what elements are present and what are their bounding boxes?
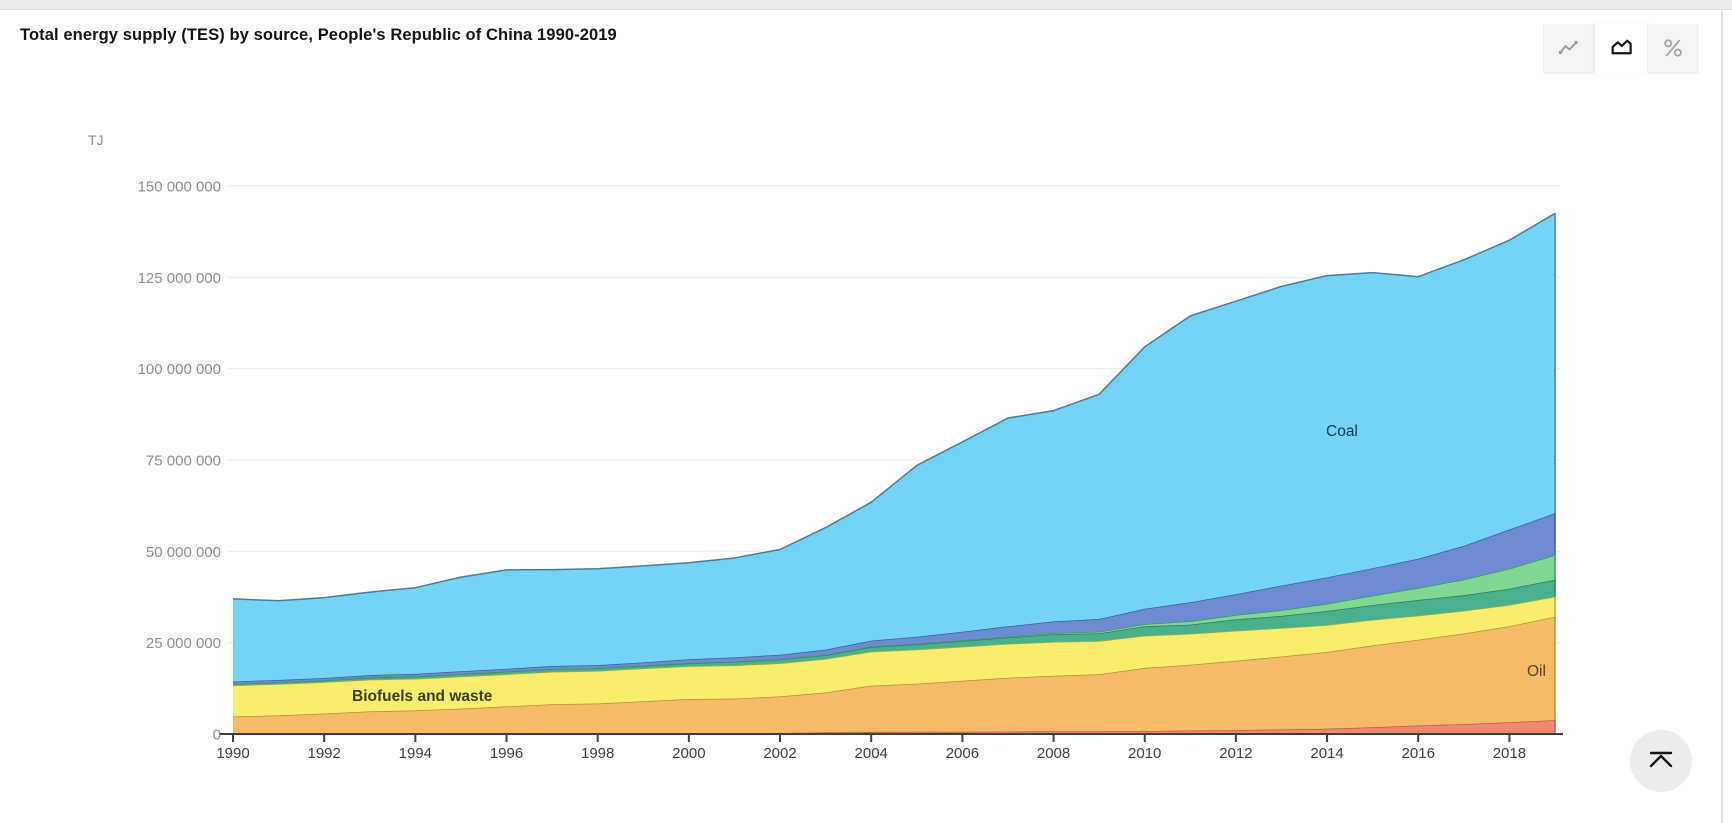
oil-series-label: Oil — [1527, 663, 1546, 680]
edge-coal — [232, 212, 1556, 602]
x-tick-label: 2000 — [672, 745, 705, 762]
x-tick-label: 2014 — [1310, 745, 1343, 762]
percent-view-button[interactable] — [1647, 24, 1699, 74]
x-tick-label: 1990 — [216, 745, 249, 762]
scroll-to-top-button[interactable] — [1630, 730, 1692, 792]
y-tick-label: 125 000 000 — [138, 270, 221, 287]
area-biofuels-and-waste — [233, 596, 1555, 717]
chart-type-toolbar — [1543, 24, 1699, 74]
x-tick-label: 2016 — [1402, 745, 1435, 762]
coal-series-label: Coal — [1326, 423, 1358, 440]
y-tick-label: 100 000 000 — [138, 361, 221, 378]
y-tick-label: 0 — [213, 727, 221, 744]
x-tick-label: 1998 — [581, 745, 614, 762]
x-tick-label: 2006 — [946, 745, 979, 762]
x-tick-label: 1992 — [307, 745, 340, 762]
line-chart-icon — [1557, 36, 1581, 63]
x-tick-label: 1994 — [399, 745, 432, 762]
x-tick-label: 2010 — [1128, 745, 1161, 762]
y-tick-label: 25 000 000 — [146, 635, 221, 652]
area-chart-view-button[interactable] — [1595, 24, 1647, 74]
x-tick-label: 2018 — [1493, 745, 1526, 762]
y-tick-label: 50 000 000 — [146, 544, 221, 561]
area-chart-icon — [1609, 35, 1634, 63]
percent-icon — [1661, 36, 1685, 63]
chart-title: Total energy supply (TES) by source, Peo… — [20, 26, 617, 44]
x-tick-label: 2008 — [1037, 745, 1070, 762]
x-tick-label: 1996 — [490, 745, 523, 762]
scroll-to-top-icon — [1647, 746, 1675, 777]
x-tick-label: 2012 — [1219, 745, 1252, 762]
y-tick-label: 75 000 000 — [146, 453, 221, 470]
area-coal — [233, 213, 1555, 682]
page-top-strip — [0, 0, 1732, 10]
y-axis-unit-label: TJ — [88, 132, 104, 148]
y-tick-label: 150 000 000 — [138, 179, 221, 196]
line-chart-view-button[interactable] — [1543, 24, 1595, 74]
page-right-border — [1721, 9, 1723, 823]
x-tick-label: 2002 — [763, 745, 796, 762]
x-tick-label: 2004 — [855, 745, 888, 762]
biofuels-series-label: Biofuels and waste — [352, 688, 493, 705]
area-natural-gas — [233, 513, 1555, 684]
